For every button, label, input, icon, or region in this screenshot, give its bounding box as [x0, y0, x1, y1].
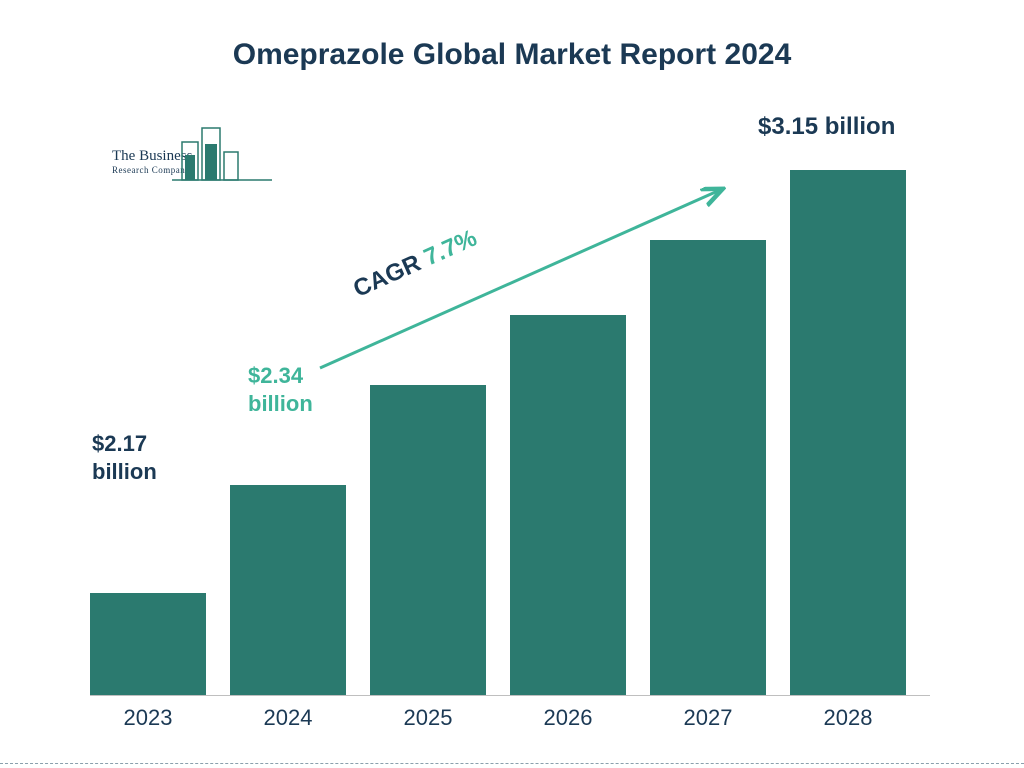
value-label-2023: $2.17billion — [92, 430, 157, 485]
x-label-2025: 2025 — [370, 705, 486, 731]
x-label-2024: 2024 — [230, 705, 346, 731]
x-label-2023: 2023 — [90, 705, 206, 731]
x-label-2027: 2027 — [650, 705, 766, 731]
x-label-2028: 2028 — [790, 705, 906, 731]
value-label-2028: $3.15 billion — [758, 112, 895, 142]
x-label-2026: 2026 — [510, 705, 626, 731]
value-label-2024: $2.34billion — [248, 362, 313, 417]
bottom-dashed-border — [0, 763, 1024, 764]
